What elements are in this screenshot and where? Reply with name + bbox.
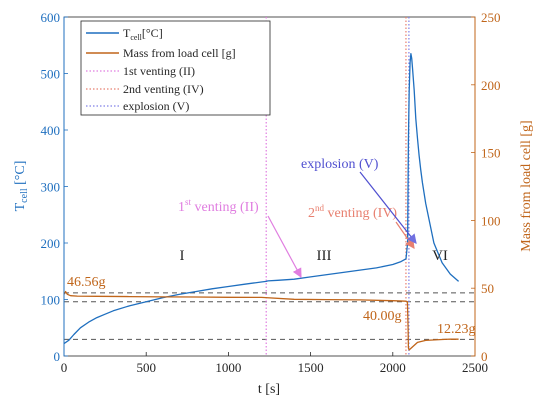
y-axis-left-ticks: 0 100 200 300 400 500 600 [41,10,68,364]
arrow-explosion [359,171,417,244]
y-axis-right-label: Mass from load cell [g] [519,120,534,251]
svg-text:Tcell [°C]: Tcell [°C] [13,161,30,212]
second-venting-rest: venting (IV) [324,206,397,221]
y-right-tick-label: 250 [481,10,501,25]
y-left-label-rest: [°C] [13,161,28,189]
legend-label-temperature: Tcell[°C] [123,26,163,42]
legend-label-mass: Mass from load cell [g] [123,46,236,60]
y-right-tick-label: 0 [481,349,488,364]
x-axis-ticks: 0 500 1000 1500 2000 2500 [61,352,488,375]
y-left-tick-label: 300 [41,180,61,195]
series-line-mass [63,290,459,351]
legend-temp-main: T [123,26,131,40]
y-right-tick-label: 50 [481,281,494,296]
y-axis-right-ticks: 0 50 100 150 200 250 [471,10,501,364]
legend-temp-sub: cell [130,33,142,42]
y-right-tick-label: 100 [481,213,501,228]
y-left-label-main: T [13,202,28,211]
x-tick-label: 2500 [462,360,488,375]
region-label-I: I [180,248,185,264]
first-venting-rest: venting (II) [191,200,259,215]
arrow-first-venting [267,215,302,279]
y-left-tick-label: 400 [41,123,61,138]
y-right-tick-label: 150 [481,146,501,161]
series-group [63,53,460,351]
region-label-III: III [317,248,332,264]
first-venting-sup: st [185,197,192,207]
legend-label-first-venting: 1st venting (II) [123,64,195,78]
annotation-first-venting: 1st venting (II) [178,197,259,215]
x-tick-label: 0 [61,360,68,375]
x-tick-label: 500 [136,360,156,375]
second-venting-num: 2 [308,206,315,221]
x-tick-label: 1000 [215,360,241,375]
y-left-tick-label: 0 [54,349,61,364]
mass-label-initial: 46.56g [67,275,106,290]
x-tick-label: 1500 [298,360,324,375]
x-axis-label: t [s] [258,382,280,397]
annotation-explosion: explosion (V) [301,157,379,172]
legend-label-explosion: explosion (V) [123,99,189,113]
y-left-tick-label: 100 [41,293,61,308]
y-right-tick-label: 200 [481,78,501,93]
legend-box [80,20,271,116]
y-left-tick-label: 200 [41,236,61,251]
series-line-temperature [63,53,460,345]
y-left-tick-label: 600 [41,10,61,25]
mass-label-final: 12.23g [437,322,476,337]
y-axis-left-label: Tcell [°C] [13,161,30,212]
y-left-label-sub: cell [19,188,30,203]
annotation-second-venting: 2nd venting (IV) [308,203,397,221]
legend: Tcell[°C] Mass from load cell [g] 1st ve… [80,20,271,116]
reference-lines [64,292,475,340]
event-lines [265,17,410,356]
x-tick-label: 2000 [380,360,406,375]
first-venting-num: 1 [178,200,185,215]
legend-temp-rest: [°C] [142,26,163,40]
region-label-VI: VI [432,248,448,264]
mass-label-after-first: 40.00g [363,309,402,324]
arrow-second-venting [395,221,415,249]
second-venting-sup: nd [315,203,325,213]
legend-label-second-venting: 2nd venting (IV) [123,82,204,96]
y-left-tick-label: 500 [41,67,61,82]
